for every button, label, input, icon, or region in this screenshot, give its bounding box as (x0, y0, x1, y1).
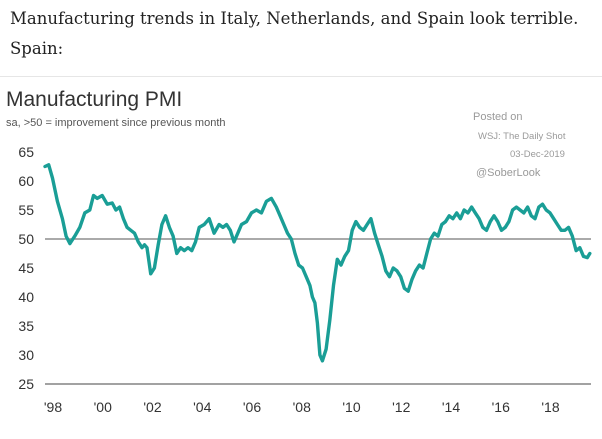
x-tick-label: '08 (293, 399, 311, 415)
y-tick-label: 60 (18, 173, 34, 189)
watermark-handle: @SoberLook (476, 167, 541, 179)
y-tick-label: 25 (18, 376, 34, 392)
chart-title: Manufacturing PMI (6, 88, 182, 111)
x-tick-label: '00 (94, 399, 112, 415)
intro-line-2: Spain: (10, 39, 64, 58)
watermark-posted-on: Posted on (473, 111, 523, 123)
watermark-date: 03-Dec-2019 (510, 149, 565, 160)
intro-text: Manufacturing trends in Italy, Netherlan… (10, 4, 590, 64)
y-tick-label: 40 (18, 289, 34, 305)
divider (0, 76, 602, 77)
y-tick-label: 55 (18, 202, 34, 218)
intro-line-1: Manufacturing trends in Italy, Netherlan… (10, 9, 579, 28)
watermark-source: WSJ: The Daily Shot (478, 131, 566, 142)
x-tick-label: '02 (143, 399, 161, 415)
x-tick-label: '10 (342, 399, 360, 415)
y-tick-label: 50 (18, 231, 34, 247)
x-tick-label: '04 (193, 399, 211, 415)
y-tick-label: 35 (18, 318, 34, 334)
x-tick-label: '16 (492, 399, 510, 415)
series-line-spain (43, 163, 592, 363)
chart-subtitle: sa, >50 = improvement since previous mon… (6, 117, 226, 129)
x-tick-label: '06 (243, 399, 261, 415)
y-tick-label: 45 (18, 260, 34, 276)
x-tick-label: '14 (442, 399, 460, 415)
x-tick-label: '12 (392, 399, 410, 415)
y-tick-label: 30 (18, 347, 34, 363)
x-tick-label: '98 (44, 399, 62, 415)
x-tick-label: '18 (541, 399, 559, 415)
pmi-chart: Manufacturing PMI sa, >50 = improvement … (6, 88, 592, 415)
y-tick-label: 65 (18, 144, 34, 160)
